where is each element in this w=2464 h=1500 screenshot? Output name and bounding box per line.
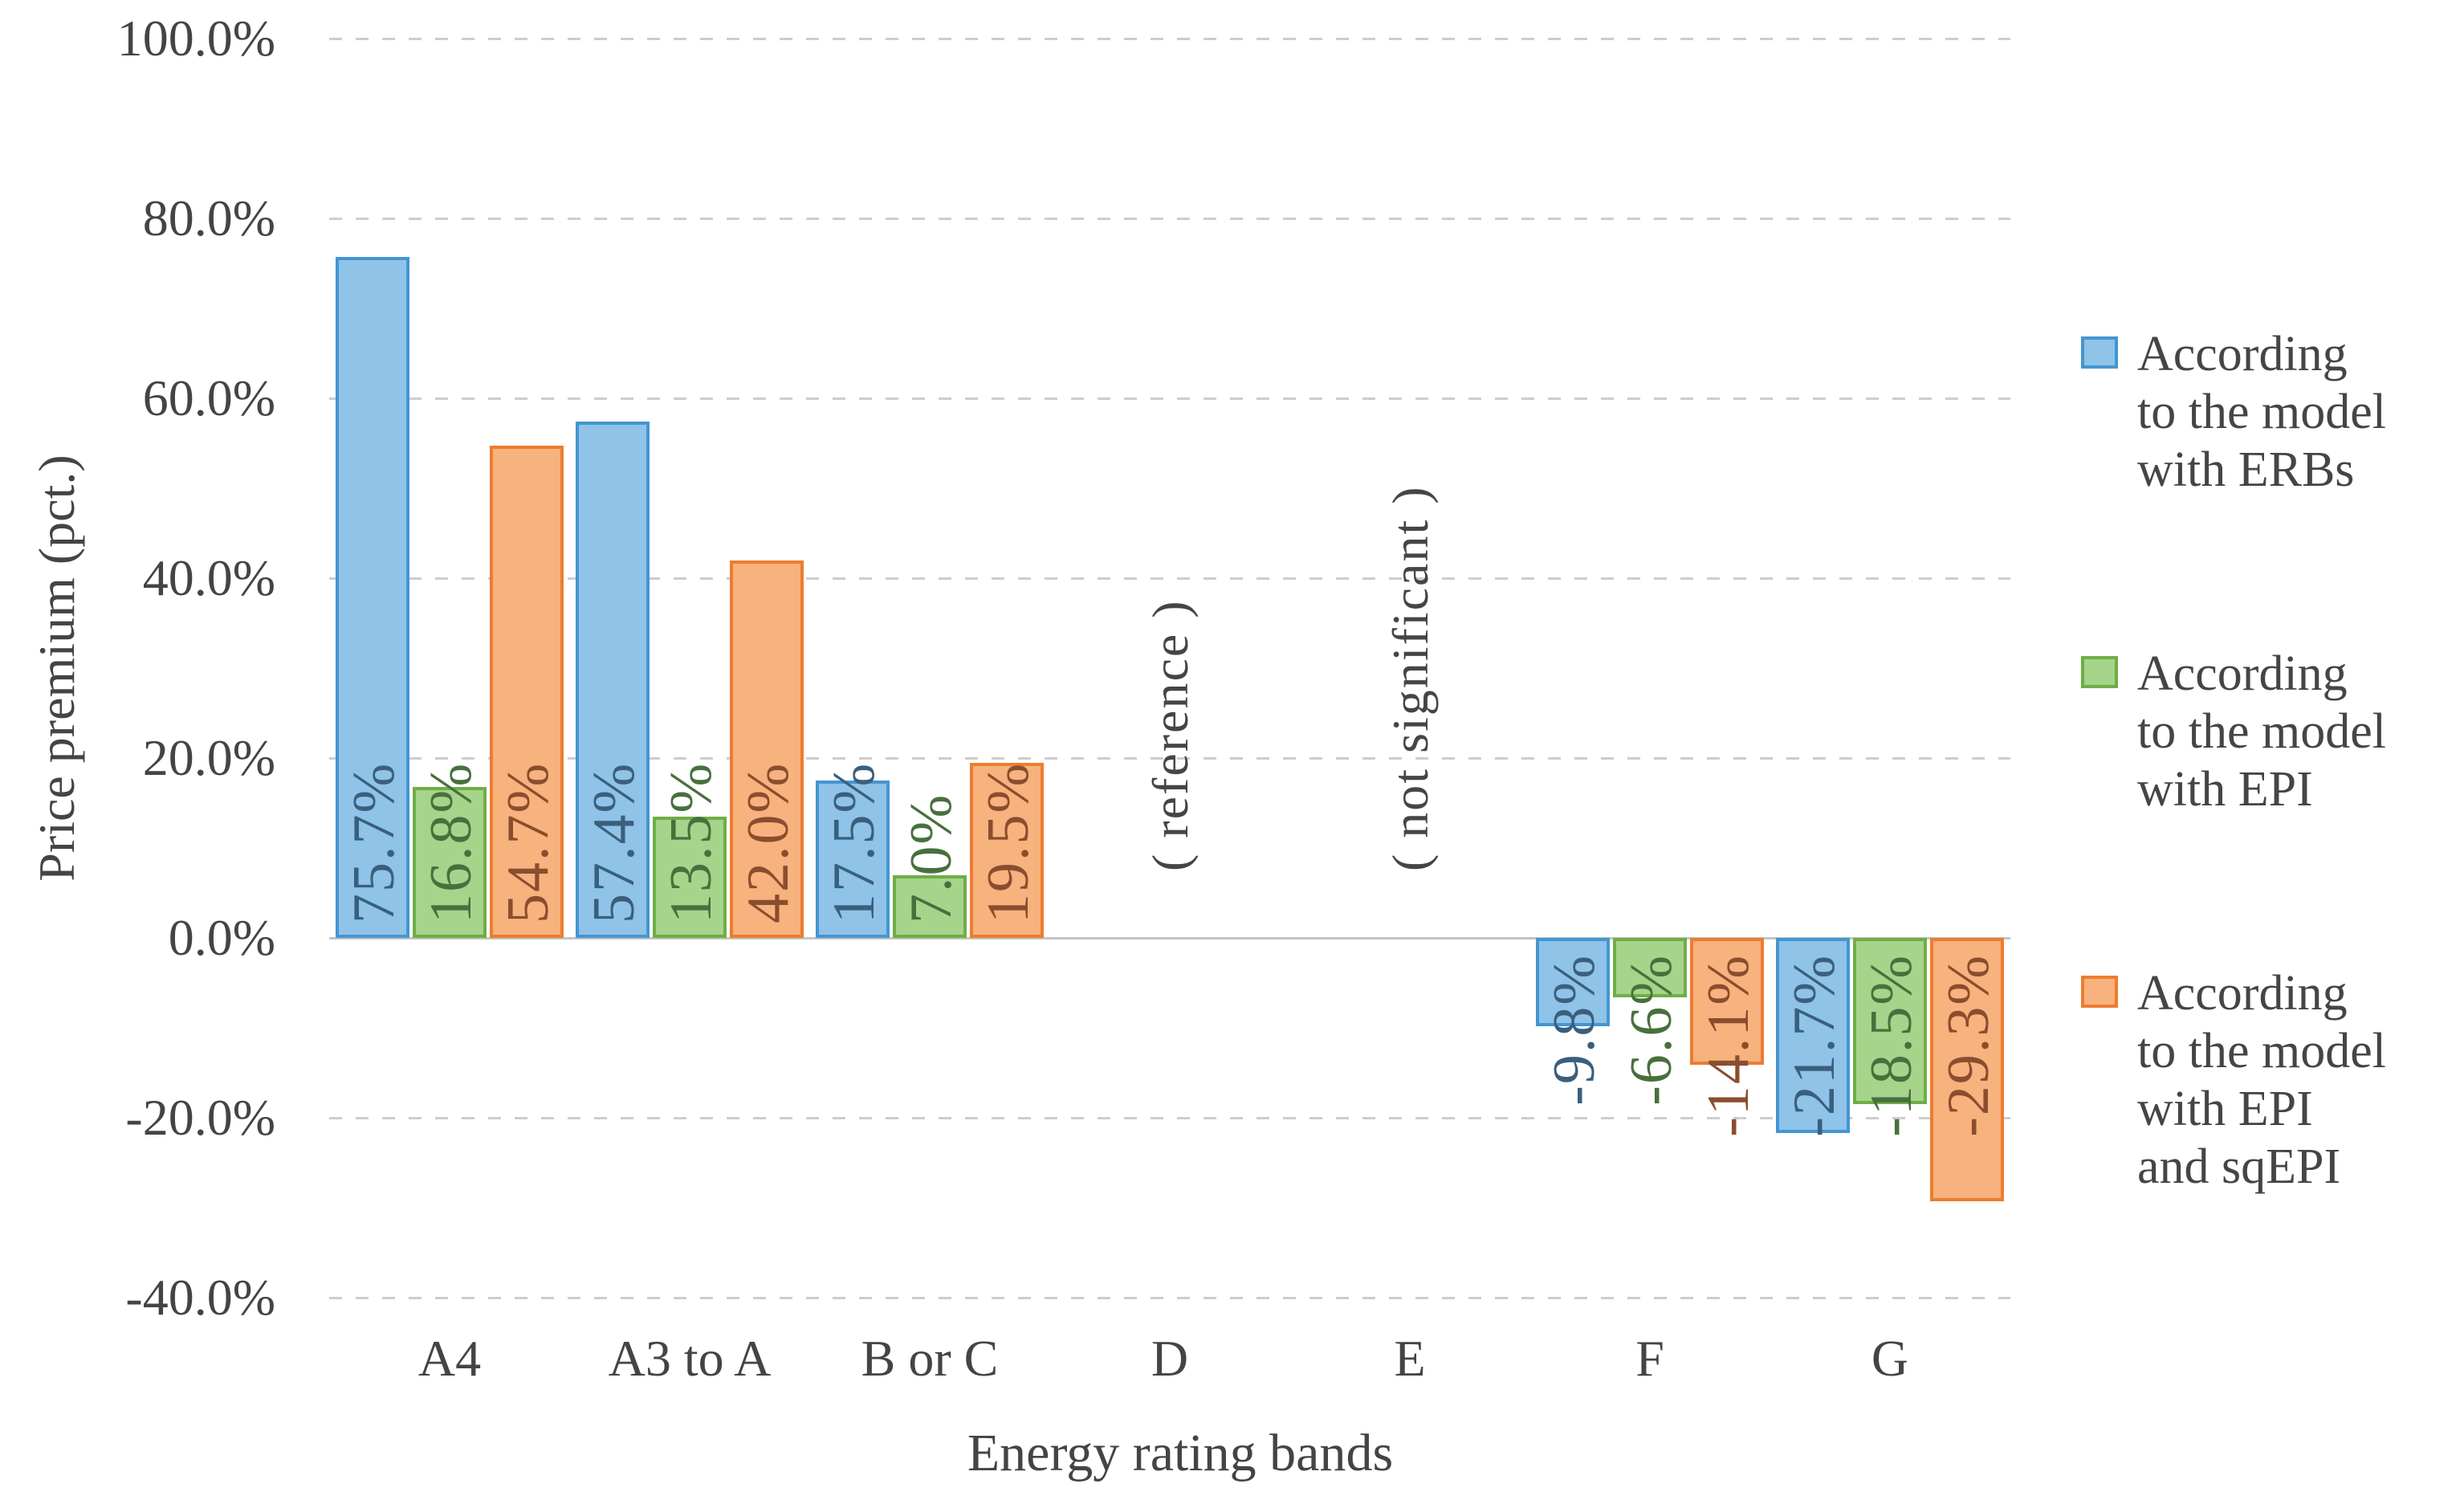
gridline (329, 397, 2010, 400)
gridline (329, 1117, 2010, 1119)
annotation-d: ( reference ) (1142, 599, 1199, 871)
category-label-f: F (1635, 1330, 1664, 1387)
gridline (329, 38, 2010, 40)
bar-f-s1 (1536, 938, 1610, 1026)
gridline (329, 218, 2010, 220)
legend-label: According to the model with EPI (2137, 646, 2386, 817)
y-tick-label: 0.0% (168, 909, 275, 966)
bar-value-label: -14.1% (1696, 954, 1761, 1137)
bar-value-label: 75.7% (341, 761, 407, 923)
bar-value-label: 7.0% (898, 793, 964, 923)
y-tick-label: 100.0% (116, 10, 275, 67)
legend-label: According to the model with ERBs (2137, 327, 2386, 497)
legend-swatch-icon (2081, 656, 2118, 688)
bar-b-or-c-s2 (893, 875, 967, 938)
gridline (329, 1297, 2010, 1299)
bar-a3-to-a-s3 (730, 560, 804, 938)
legend-item-1: According to the model with ERBs (2081, 325, 2386, 499)
category-label-a3-to-a: A3 to A (608, 1330, 772, 1387)
y-tick-label: 20.0% (142, 729, 275, 786)
bar-value-label: 42.0% (735, 761, 801, 923)
x-axis-title: Energy rating bands (967, 1424, 1394, 1482)
bar-value-label: 13.5% (658, 761, 724, 923)
bar-f-s2 (1613, 938, 1687, 997)
bar-a3-to-a-s1 (576, 422, 650, 938)
bar-g-s3 (1930, 938, 2004, 1201)
bar-f-s3 (1690, 938, 1764, 1065)
y-tick-label: -20.0% (125, 1089, 275, 1146)
bar-value-label: 57.4% (581, 761, 647, 923)
bar-a4-s3 (490, 446, 564, 938)
category-label-d: D (1151, 1330, 1189, 1387)
bar-g-s1 (1776, 938, 1850, 1133)
y-tick-label: 60.0% (142, 369, 275, 426)
annotation-e: ( not significant ) (1382, 485, 1439, 871)
legend-swatch-icon (2081, 976, 2118, 1008)
y-axis-title: Price premium (pct.) (28, 454, 85, 882)
bar-value-label: -9.8% (1542, 954, 1607, 1106)
gridline (329, 577, 2010, 580)
category-label-e: E (1394, 1330, 1426, 1387)
x-axis-line (329, 937, 2010, 940)
bar-value-label: 54.7% (495, 761, 561, 923)
bar-a4-s2 (413, 787, 487, 938)
bar-value-label: 16.8% (418, 761, 484, 923)
bar-b-or-c-s1 (816, 781, 890, 938)
category-label-a4: A4 (417, 1330, 482, 1387)
bar-value-label: -29.3% (1936, 954, 2002, 1137)
bar-a4-s1 (336, 257, 409, 938)
bar-a3-to-a-s2 (653, 817, 727, 938)
bar-value-label: 17.5% (821, 761, 887, 923)
bar-value-label: -6.6% (1619, 954, 1684, 1106)
bar-value-label: -21.7% (1782, 954, 1847, 1137)
y-tick-label: -40.0% (125, 1269, 275, 1326)
category-label-b-or-c: B or C (861, 1330, 999, 1387)
legend-item-3: According to the model with EPI and sqEP… (2081, 964, 2386, 1196)
legend-swatch-icon (2081, 336, 2118, 369)
gridline (329, 757, 2010, 760)
y-tick-label: 40.0% (142, 549, 275, 606)
category-label-g: G (1871, 1330, 1909, 1387)
legend-label: According to the model with EPI and sqEP… (2137, 966, 2386, 1194)
y-tick-label: 80.0% (142, 190, 275, 247)
bar-value-label: 19.5% (975, 761, 1041, 923)
bar-value-label: -18.5% (1859, 954, 1924, 1137)
bar-g-s2 (1853, 938, 1927, 1104)
bar-b-or-c-s3 (970, 763, 1044, 938)
legend-item-2: According to the model with EPI (2081, 645, 2386, 818)
